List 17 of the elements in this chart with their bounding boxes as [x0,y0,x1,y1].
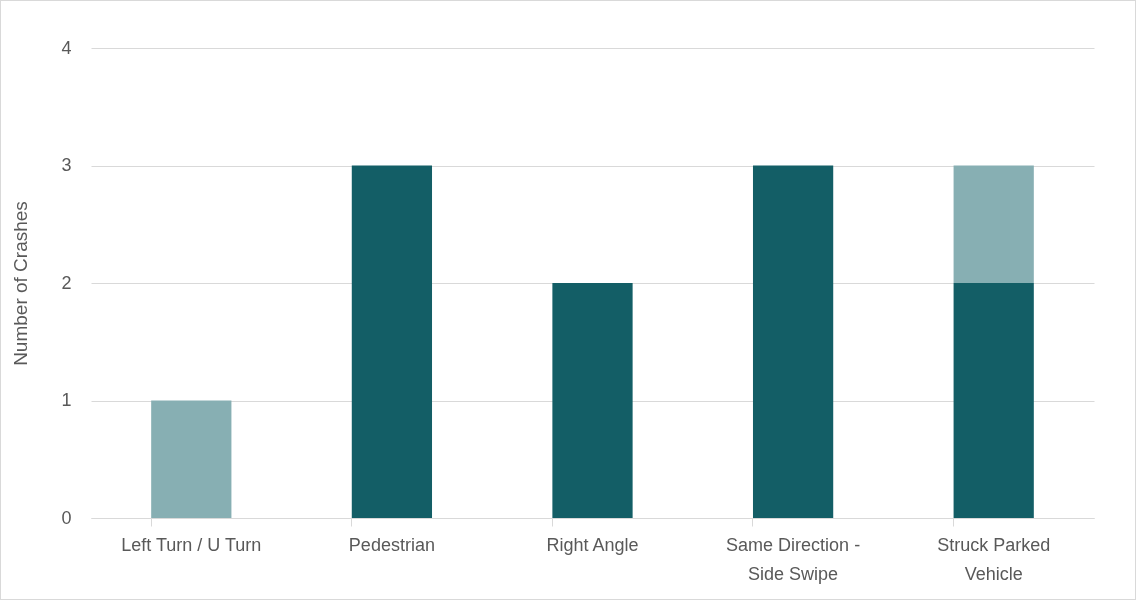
bar [351,165,433,518]
x-tick-label: Right Angle [546,534,639,555]
bar [953,283,1034,518]
bar [151,400,232,518]
y-tick-label: 4 [61,37,72,58]
bar [953,165,1034,283]
bar [752,165,834,518]
y-tick-label: 2 [61,272,72,293]
x-tick-label: Pedestrian [348,534,435,555]
y-tick-label: 1 [61,390,72,410]
x-tick-label: Same Direction - Side Swipe [726,534,861,584]
bar [552,283,633,518]
y-tick-label: 0 [61,507,72,528]
x-tick-label: Left Turn / U Turn [121,534,262,555]
y-tick-label: 3 [61,155,72,175]
y-axis-title: Number of Crashes [10,201,32,366]
x-tick-label: Struck Parked Vehicle [937,534,1051,584]
